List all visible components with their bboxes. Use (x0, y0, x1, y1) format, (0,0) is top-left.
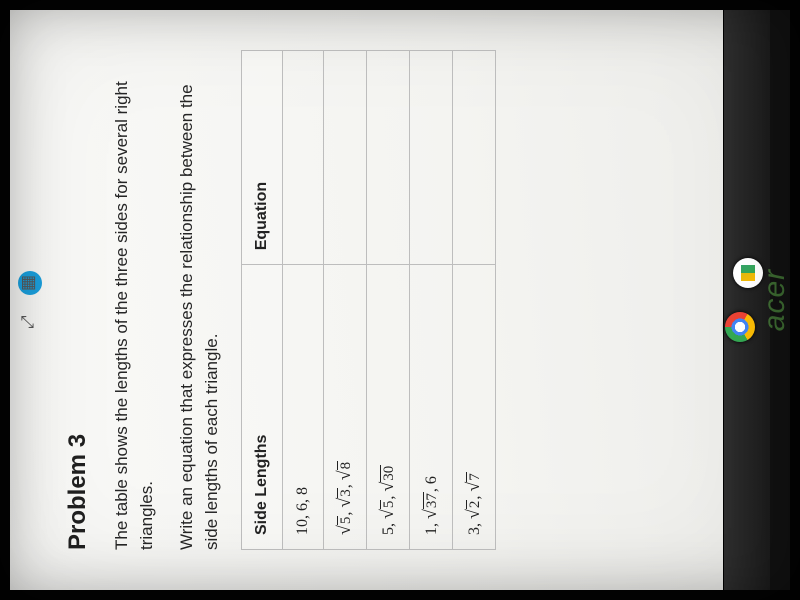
header-equation: Equation (241, 51, 282, 265)
table-header-row: Side Lengths Equation (241, 51, 282, 550)
table-row: 3, √2, √7 (452, 51, 495, 550)
sqrt-expression: √7 (464, 472, 483, 491)
calculator-icon[interactable]: ▦ (18, 271, 42, 295)
problem-content: Problem 3 The table shows the lengths of… (10, 10, 496, 590)
table-row: 10, 6, 8 (282, 51, 323, 550)
sqrt-expression: √2 (464, 500, 483, 519)
sqrt-expression: √5 (335, 516, 354, 535)
side-lengths-cell: 3, √2, √7 (452, 265, 495, 550)
table-row: 1, √37, 6 (409, 51, 452, 550)
side-lengths-table: Side Lengths Equation 10, 6, 8√5, √3, √8… (241, 50, 496, 550)
expand-icon[interactable]: ⤢ (18, 315, 38, 329)
device-screen: ⤢ ▦ Problem 3 The table shows the length… (0, 0, 800, 600)
side-lengths-cell: 5, √5, √30 (366, 265, 409, 550)
rotated-viewport: ⤢ ▦ Problem 3 The table shows the length… (10, 10, 790, 590)
side-lengths-cell: √5, √3, √8 (323, 265, 366, 550)
header-side-lengths: Side Lengths (241, 265, 282, 550)
page-toolbar: ⤢ ▦ (18, 10, 42, 590)
drive-icon[interactable] (733, 258, 763, 288)
problem-paragraph-2: Write an equation that expresses the rel… (175, 50, 224, 550)
sqrt-expression: √5 (378, 500, 397, 519)
sqrt-expression: √30 (378, 465, 397, 492)
problem-paragraph-1: The table shows the lengths of the three… (110, 50, 159, 550)
document-page: ⤢ ▦ Problem 3 The table shows the length… (10, 10, 770, 590)
equation-cell[interactable] (452, 51, 495, 265)
sqrt-expression: √8 (335, 461, 354, 480)
drive-triangle-icon (741, 265, 755, 281)
equation-cell[interactable] (282, 51, 323, 265)
equation-cell[interactable] (323, 51, 366, 265)
chrome-icon[interactable] (725, 312, 755, 342)
table-row: 5, √5, √30 (366, 51, 409, 550)
sqrt-expression: √3 (335, 488, 354, 507)
problem-title: Problem 3 (64, 50, 92, 550)
table-row: √5, √3, √8 (323, 51, 366, 550)
equation-cell[interactable] (409, 51, 452, 265)
sqrt-expression: √37 (421, 492, 440, 519)
equation-cell[interactable] (366, 51, 409, 265)
os-taskbar (723, 10, 770, 590)
side-lengths-cell: 10, 6, 8 (282, 265, 323, 550)
side-lengths-cell: 1, √37, 6 (409, 265, 452, 550)
